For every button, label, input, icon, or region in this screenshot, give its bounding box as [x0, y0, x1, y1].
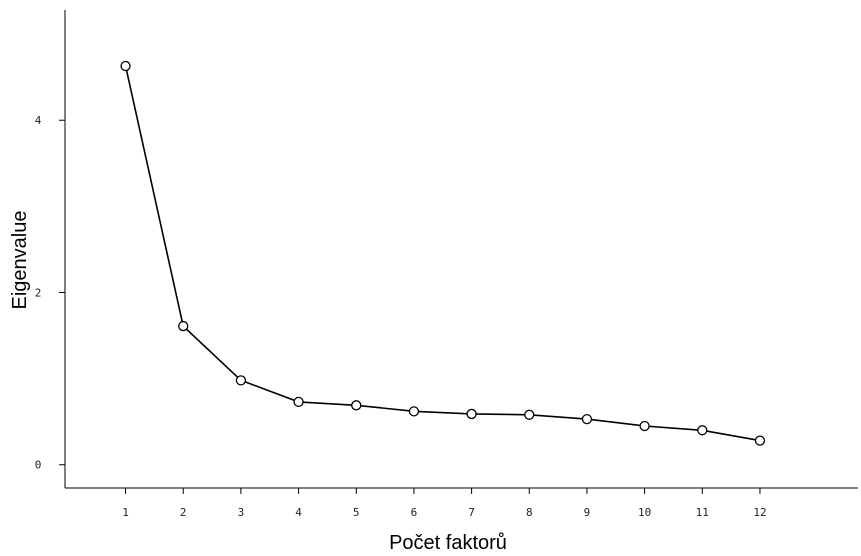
x-tick-label: 9	[584, 506, 591, 519]
x-tick-label: 1	[122, 506, 129, 519]
data-point	[466, 408, 477, 420]
data-point	[351, 400, 362, 411]
y-tick-label: 2	[35, 286, 42, 299]
eigenvalue-line	[124, 65, 761, 442]
x-tick-label: 8	[526, 506, 533, 519]
y-tick-label: 0	[35, 459, 42, 472]
data-point	[524, 409, 535, 420]
data-point	[754, 435, 766, 446]
data-point	[408, 406, 420, 417]
x-axis-title: Počet faktorů	[389, 532, 507, 554]
x-tick-label: 7	[468, 506, 475, 519]
x-tick-label: 10	[638, 506, 651, 519]
x-tick-label: 3	[238, 506, 245, 519]
y-axis-title: Eigenvalue	[9, 211, 31, 310]
x-tick-label: 12	[753, 506, 766, 519]
data-point	[235, 375, 247, 386]
x-axis-ticks: 1 2 3 4 5 6 7 8 9 10 11 12	[122, 488, 767, 519]
data-point	[581, 413, 593, 425]
x-tick-label: 4	[295, 506, 302, 519]
y-tick-label: 4	[35, 114, 42, 127]
x-tick-label: 6	[411, 506, 418, 519]
x-tick-label: 5	[353, 506, 360, 519]
x-tick-label: 11	[696, 506, 709, 519]
data-point	[697, 425, 708, 436]
data-point	[639, 420, 650, 432]
plot-frame	[64, 10, 858, 489]
data-point	[178, 320, 189, 332]
data-point	[293, 396, 304, 408]
data-point	[120, 60, 131, 72]
y-axis-ticks: 0 2 4	[35, 114, 65, 472]
x-tick-label: 2	[180, 506, 187, 519]
series-layer	[120, 60, 766, 446]
